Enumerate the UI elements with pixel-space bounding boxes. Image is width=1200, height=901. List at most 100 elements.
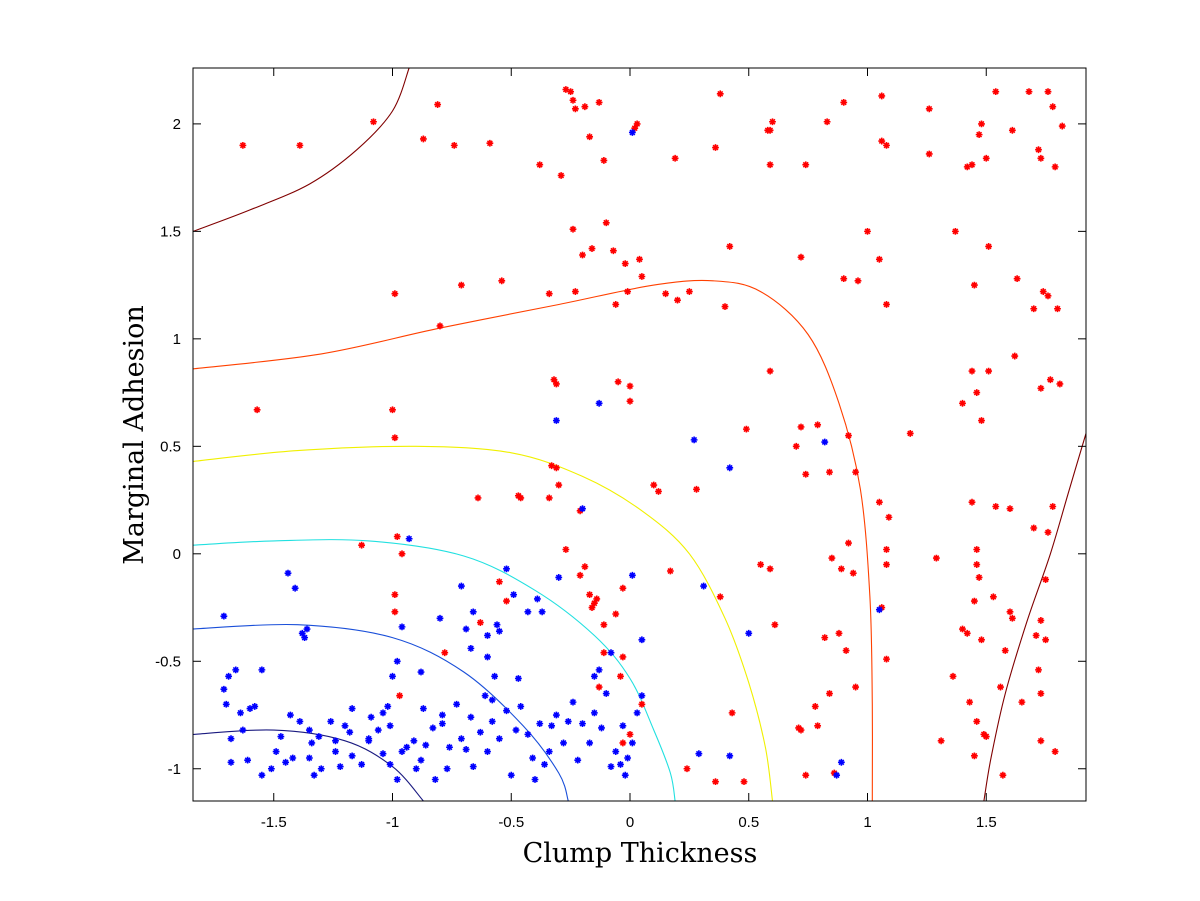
data-point <box>978 120 985 128</box>
data-point <box>716 90 724 98</box>
data-point <box>883 561 890 568</box>
data-point <box>712 144 719 151</box>
x-tick-label: -1.5 <box>261 814 287 831</box>
data-point <box>457 582 465 590</box>
data-point <box>828 554 836 562</box>
data-point <box>621 260 629 268</box>
data-point <box>982 154 990 162</box>
data-point <box>272 748 280 755</box>
data-point <box>491 672 499 680</box>
data-point <box>441 649 449 657</box>
data-point <box>305 726 313 734</box>
data-point <box>1049 103 1057 111</box>
data-point <box>607 763 615 771</box>
data-point <box>797 423 805 431</box>
data-point <box>849 569 857 577</box>
data-point <box>560 739 567 747</box>
y-tick-label: 0 <box>173 546 181 563</box>
data-point <box>571 105 579 113</box>
data-point <box>674 296 681 304</box>
data-point <box>438 720 446 728</box>
data-point <box>978 417 985 424</box>
data-point <box>308 739 316 747</box>
data-point <box>484 653 491 661</box>
data-point <box>296 718 304 725</box>
data-point <box>600 649 608 657</box>
data-point <box>586 133 594 141</box>
data-point <box>488 718 496 725</box>
data-point <box>973 546 981 553</box>
data-point <box>619 739 627 747</box>
data-point <box>358 761 366 768</box>
data-point <box>1037 690 1045 697</box>
data-point <box>740 778 748 786</box>
data-point <box>985 367 993 375</box>
data-point <box>602 690 610 697</box>
data-point <box>607 649 615 657</box>
data-point <box>617 761 624 768</box>
data-point <box>327 718 335 725</box>
data-point <box>507 771 515 779</box>
data-point <box>391 608 399 616</box>
data-point <box>628 571 636 579</box>
data-point <box>1054 305 1061 313</box>
data-point <box>999 771 1007 779</box>
data-point <box>837 565 845 573</box>
data-point <box>552 711 560 719</box>
data-point <box>683 765 691 773</box>
data-point <box>552 380 560 388</box>
data-point <box>564 718 572 725</box>
data-point <box>514 675 522 682</box>
data-point <box>975 574 983 581</box>
data-point <box>638 636 646 644</box>
data-point <box>286 711 294 719</box>
data-point <box>612 610 620 618</box>
data-point <box>802 161 810 169</box>
data-point <box>222 700 230 708</box>
data-point <box>852 468 860 476</box>
data-point <box>453 700 461 708</box>
data-point <box>536 161 544 169</box>
data-point <box>367 713 375 721</box>
data-point <box>548 722 556 730</box>
data-point <box>436 614 444 622</box>
data-point <box>883 655 890 663</box>
data-point <box>538 608 546 616</box>
data-point <box>419 135 427 143</box>
data-point <box>244 756 252 764</box>
x-tick-label: 1.5 <box>976 814 997 831</box>
data-point <box>531 776 539 783</box>
data-point <box>992 503 1000 510</box>
data-point <box>883 546 890 553</box>
data-point <box>253 406 261 414</box>
data-point <box>1030 524 1038 532</box>
data-point <box>1042 636 1050 644</box>
data-point <box>636 255 643 263</box>
data-point <box>348 752 356 760</box>
data-point <box>1051 748 1059 755</box>
data-point <box>462 625 470 633</box>
data-point <box>875 255 883 263</box>
x-axis-label: Clump Thickness <box>523 838 758 869</box>
data-point <box>417 756 425 764</box>
data-point <box>541 761 548 768</box>
data-point <box>225 672 233 680</box>
data-point <box>510 591 518 599</box>
x-tick-label: 0.5 <box>738 814 759 831</box>
data-point <box>389 406 396 414</box>
data-point <box>821 438 829 446</box>
data-point <box>600 157 608 164</box>
data-point <box>840 98 848 106</box>
data-point <box>726 243 734 250</box>
data-point <box>1058 122 1066 130</box>
data-point <box>619 722 627 730</box>
data-point <box>386 761 394 768</box>
data-point <box>925 150 933 158</box>
data-point <box>959 399 966 407</box>
data-point <box>624 754 632 762</box>
data-point <box>617 672 624 680</box>
data-point <box>389 672 396 680</box>
data-point <box>963 163 971 171</box>
data-point <box>457 735 465 743</box>
